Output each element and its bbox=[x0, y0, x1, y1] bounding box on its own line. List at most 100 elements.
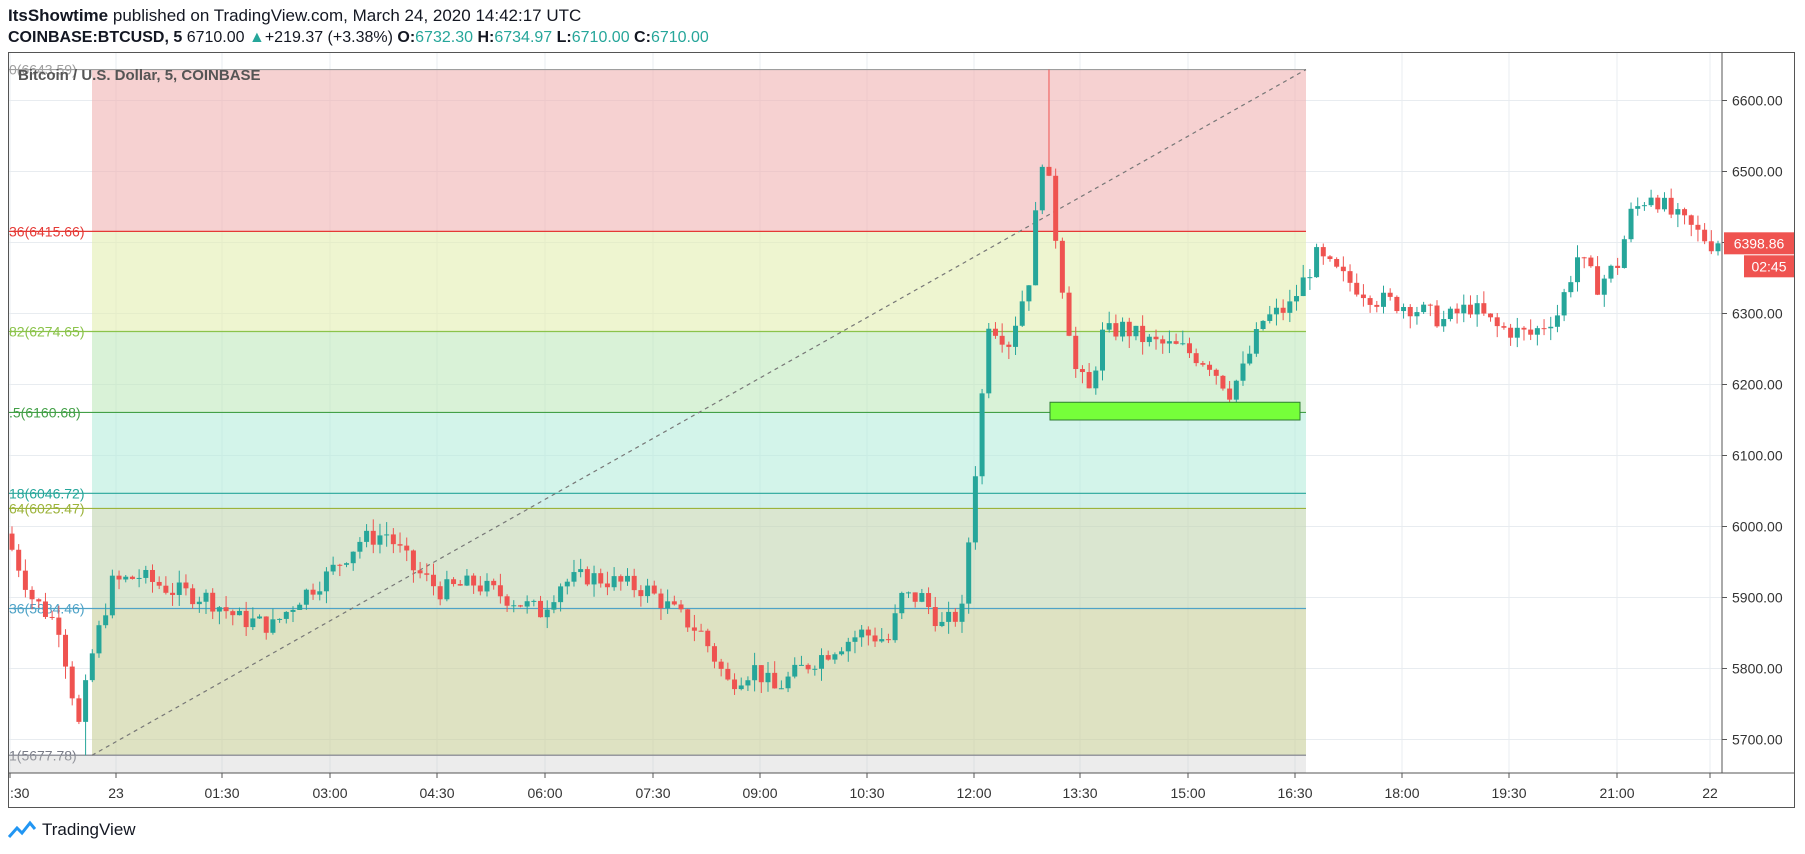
candle-body bbox=[1140, 325, 1146, 343]
candle-body bbox=[725, 668, 731, 680]
high-label: H: bbox=[477, 29, 495, 46]
price-tick-label: 6600.00 bbox=[1732, 93, 1783, 109]
candle-body bbox=[678, 604, 684, 610]
candle-body bbox=[1628, 208, 1634, 240]
candle-body bbox=[865, 629, 871, 636]
candle-body bbox=[384, 534, 390, 536]
candle-body bbox=[330, 564, 336, 572]
candle-body bbox=[1006, 344, 1012, 347]
candle-body bbox=[765, 672, 771, 683]
candle-body bbox=[926, 593, 932, 608]
candle-body bbox=[1059, 240, 1065, 293]
candle-body bbox=[624, 575, 630, 582]
candle-body bbox=[1394, 296, 1400, 312]
candle-body bbox=[310, 589, 316, 595]
candle-body bbox=[1702, 229, 1708, 242]
candle-body bbox=[504, 596, 510, 606]
candle-body bbox=[1608, 265, 1614, 279]
candle-body bbox=[1528, 329, 1534, 335]
candle-body bbox=[1287, 301, 1293, 313]
candle-body bbox=[544, 609, 550, 618]
candle-body bbox=[1367, 298, 1373, 305]
candle-body bbox=[397, 544, 403, 546]
candle-body bbox=[698, 630, 704, 632]
fib-band bbox=[92, 331, 1306, 413]
price-tick-label: 6100.00 bbox=[1732, 448, 1783, 464]
time-tick-label: 01:30 bbox=[204, 785, 239, 801]
candle-body bbox=[1166, 341, 1172, 344]
candle-body bbox=[1066, 292, 1072, 336]
candle-body bbox=[732, 679, 738, 690]
time-tick-label: :30 bbox=[10, 785, 30, 801]
candle-body bbox=[357, 541, 363, 552]
candle-body bbox=[183, 582, 189, 589]
candle-body bbox=[270, 619, 276, 633]
candle-body bbox=[1093, 370, 1099, 389]
candle-body bbox=[1113, 323, 1119, 337]
candle-body bbox=[76, 698, 82, 722]
fib-band bbox=[92, 493, 1306, 509]
candle-body bbox=[1186, 343, 1192, 354]
candle-body bbox=[538, 600, 544, 618]
candle-body bbox=[1494, 317, 1500, 327]
candle-body bbox=[1153, 336, 1159, 340]
candle-body bbox=[49, 616, 55, 618]
candle-body bbox=[149, 569, 155, 582]
candle-body bbox=[471, 575, 477, 586]
candle-body bbox=[899, 592, 905, 614]
candle-body bbox=[645, 585, 651, 597]
candle-body bbox=[16, 549, 22, 571]
ohlc-legend: COINBASE:BTCUSD, 5 6710.00 ▲+219.37 (+3.… bbox=[8, 29, 709, 47]
fib-band-bottom bbox=[9, 755, 1306, 773]
candle-body bbox=[905, 592, 911, 594]
candle-body bbox=[758, 665, 764, 683]
candle-body bbox=[344, 563, 350, 565]
candle-body bbox=[451, 579, 457, 585]
candle-body bbox=[1447, 308, 1453, 320]
candle-body bbox=[1661, 197, 1667, 210]
candle-body bbox=[22, 570, 28, 590]
candle-body bbox=[685, 609, 691, 628]
candle-body bbox=[658, 593, 664, 609]
candle-body bbox=[825, 655, 831, 660]
candle-body bbox=[1715, 243, 1721, 252]
candle-body bbox=[1220, 375, 1226, 389]
candle-body bbox=[103, 615, 109, 626]
candle-body bbox=[216, 607, 222, 612]
candle-body bbox=[1387, 292, 1393, 297]
time-tick-label: 09:00 bbox=[742, 785, 777, 801]
time-tick-label: 12:00 bbox=[956, 785, 991, 801]
candle-body bbox=[1340, 266, 1346, 272]
candle-body bbox=[798, 664, 804, 666]
candle-body bbox=[1207, 364, 1213, 370]
price-tick-label: 6500.00 bbox=[1732, 164, 1783, 180]
candle-body bbox=[1668, 197, 1674, 215]
candle-body bbox=[564, 581, 570, 587]
candle-body bbox=[992, 328, 998, 336]
candle-body bbox=[1635, 206, 1641, 209]
tradingview-brand[interactable]: TradingView bbox=[8, 820, 136, 840]
candle-body bbox=[1534, 328, 1540, 335]
candle-body bbox=[979, 393, 985, 477]
candle-body bbox=[190, 588, 196, 605]
candle-body bbox=[116, 575, 122, 580]
low-label: L: bbox=[556, 29, 572, 46]
candle-body bbox=[952, 611, 958, 622]
candle-body bbox=[1454, 308, 1460, 314]
candle-body bbox=[1233, 380, 1239, 400]
time-tick-label: 21:00 bbox=[1599, 785, 1634, 801]
candle-body bbox=[129, 576, 135, 579]
candle-body bbox=[845, 641, 851, 652]
fib-band bbox=[92, 508, 1306, 609]
candle-body bbox=[1427, 304, 1433, 306]
price-tick-label: 6300.00 bbox=[1732, 306, 1783, 322]
candle-body bbox=[986, 328, 992, 394]
candle-body bbox=[1374, 304, 1380, 307]
author-name[interactable]: ItsShowtime bbox=[8, 6, 109, 25]
current-price-badge bbox=[1724, 232, 1794, 255]
price-tick-label: 6200.00 bbox=[1732, 377, 1783, 393]
time-tick-label: 04:30 bbox=[419, 785, 454, 801]
candle-body bbox=[1695, 224, 1701, 230]
candle-body bbox=[1461, 304, 1467, 314]
